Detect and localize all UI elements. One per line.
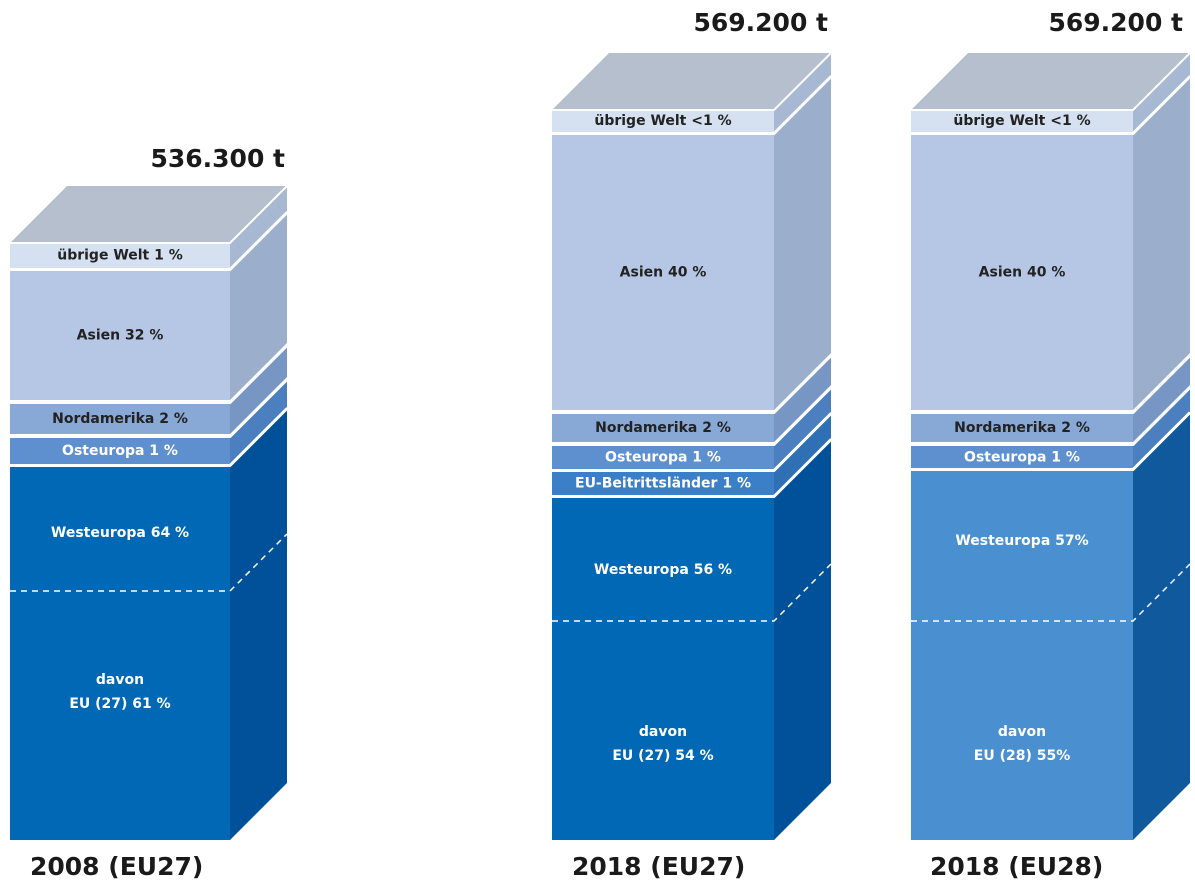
- separator: [911, 354, 1192, 414]
- column-label: 2008 (EU27): [30, 852, 203, 881]
- segment-label: Asien 40 %: [620, 265, 707, 281]
- separator: [552, 354, 833, 414]
- separator: [10, 378, 289, 438]
- segment-label: Asien 32 %: [77, 328, 164, 344]
- segment-side: [230, 410, 287, 840]
- segment-label: Nordamerika 2 %: [52, 411, 188, 427]
- segment-front: [552, 135, 774, 410]
- segment-side: [230, 214, 287, 400]
- segment-front: [911, 471, 1133, 840]
- segment-front: [10, 467, 230, 840]
- separator: [10, 211, 289, 271]
- segment-side: [1133, 414, 1190, 840]
- dashed-divider: [10, 533, 288, 592]
- separator: [552, 412, 833, 472]
- segment-label: Westeuropa 57%: [955, 533, 1088, 549]
- total-label: 569.200 t: [1048, 8, 1183, 37]
- segment-side: [1133, 53, 1190, 132]
- segment-front: [911, 414, 1133, 442]
- top-edge: [10, 185, 288, 244]
- subtotal-label: EU (28) 55%: [974, 748, 1070, 764]
- segment-front: [10, 243, 230, 268]
- total-label: 536.300 t: [150, 144, 285, 173]
- segment-front: [10, 404, 230, 434]
- segment-label: übrige Welt <1 %: [594, 113, 731, 129]
- segment-label: Westeuropa 64 %: [51, 525, 189, 541]
- segment-front: [911, 110, 1133, 132]
- segment-label: Asien 40 %: [979, 265, 1066, 281]
- segment-side: [230, 186, 287, 268]
- dashed-divider: [911, 563, 1191, 622]
- segment-front: [552, 414, 774, 442]
- segment-label: Nordamerika 2 %: [595, 420, 731, 436]
- segment-side: [774, 78, 831, 410]
- separator: [552, 438, 833, 498]
- segment-side: [774, 53, 831, 132]
- segment-side: [1133, 357, 1190, 442]
- total-label: 569.200 t: [693, 8, 828, 37]
- top-edge: [552, 52, 832, 111]
- top-edge: [911, 52, 1191, 111]
- top-face: [552, 53, 831, 110]
- separator: [10, 344, 289, 404]
- segment-label: Nordamerika 2 %: [954, 420, 1090, 436]
- segment-label: Osteuropa 1 %: [964, 450, 1080, 466]
- segment-side: [1133, 78, 1190, 410]
- subtotal-label: EU (27) 61 %: [69, 696, 170, 712]
- segment-front: [552, 446, 774, 469]
- dashed-divider: [552, 563, 832, 622]
- subtotal-label: davon: [639, 724, 687, 740]
- segment-front: [552, 472, 774, 495]
- segment-label: Osteuropa 1 %: [605, 450, 721, 466]
- segment-front: [552, 498, 774, 840]
- segment-side: [774, 415, 831, 495]
- separator: [911, 411, 1192, 471]
- top-face: [911, 53, 1190, 110]
- segment-front: [10, 438, 230, 464]
- separator: [911, 386, 1192, 446]
- separator: [911, 75, 1192, 135]
- segment-side: [230, 347, 287, 434]
- segment-label: übrige Welt 1 %: [57, 248, 183, 264]
- subtotal-label: davon: [96, 672, 144, 688]
- segment-side: [774, 357, 831, 442]
- segment-front: [911, 446, 1133, 469]
- segment-label: Westeuropa 56 %: [594, 562, 732, 578]
- separator: [552, 75, 833, 135]
- segment-front: [911, 135, 1133, 410]
- subtotal-label: EU (27) 54 %: [612, 748, 713, 764]
- segment-front: [10, 271, 230, 400]
- segment-label: übrige Welt <1 %: [953, 113, 1090, 129]
- segment-label: Osteuropa 1 %: [62, 443, 178, 459]
- separator: [10, 407, 289, 467]
- segment-label: EU-Beitrittsländer 1 %: [575, 476, 751, 492]
- segment-front: [552, 110, 774, 132]
- separator: [552, 386, 833, 446]
- segment-side: [774, 441, 831, 840]
- subtotal-label: davon: [998, 724, 1046, 740]
- column-label: 2018 (EU27): [572, 852, 745, 881]
- segment-side: [1133, 389, 1190, 469]
- column-label: 2018 (EU28): [930, 852, 1103, 881]
- top-face: [10, 186, 287, 243]
- segment-side: [230, 381, 287, 464]
- segment-side: [774, 389, 831, 469]
